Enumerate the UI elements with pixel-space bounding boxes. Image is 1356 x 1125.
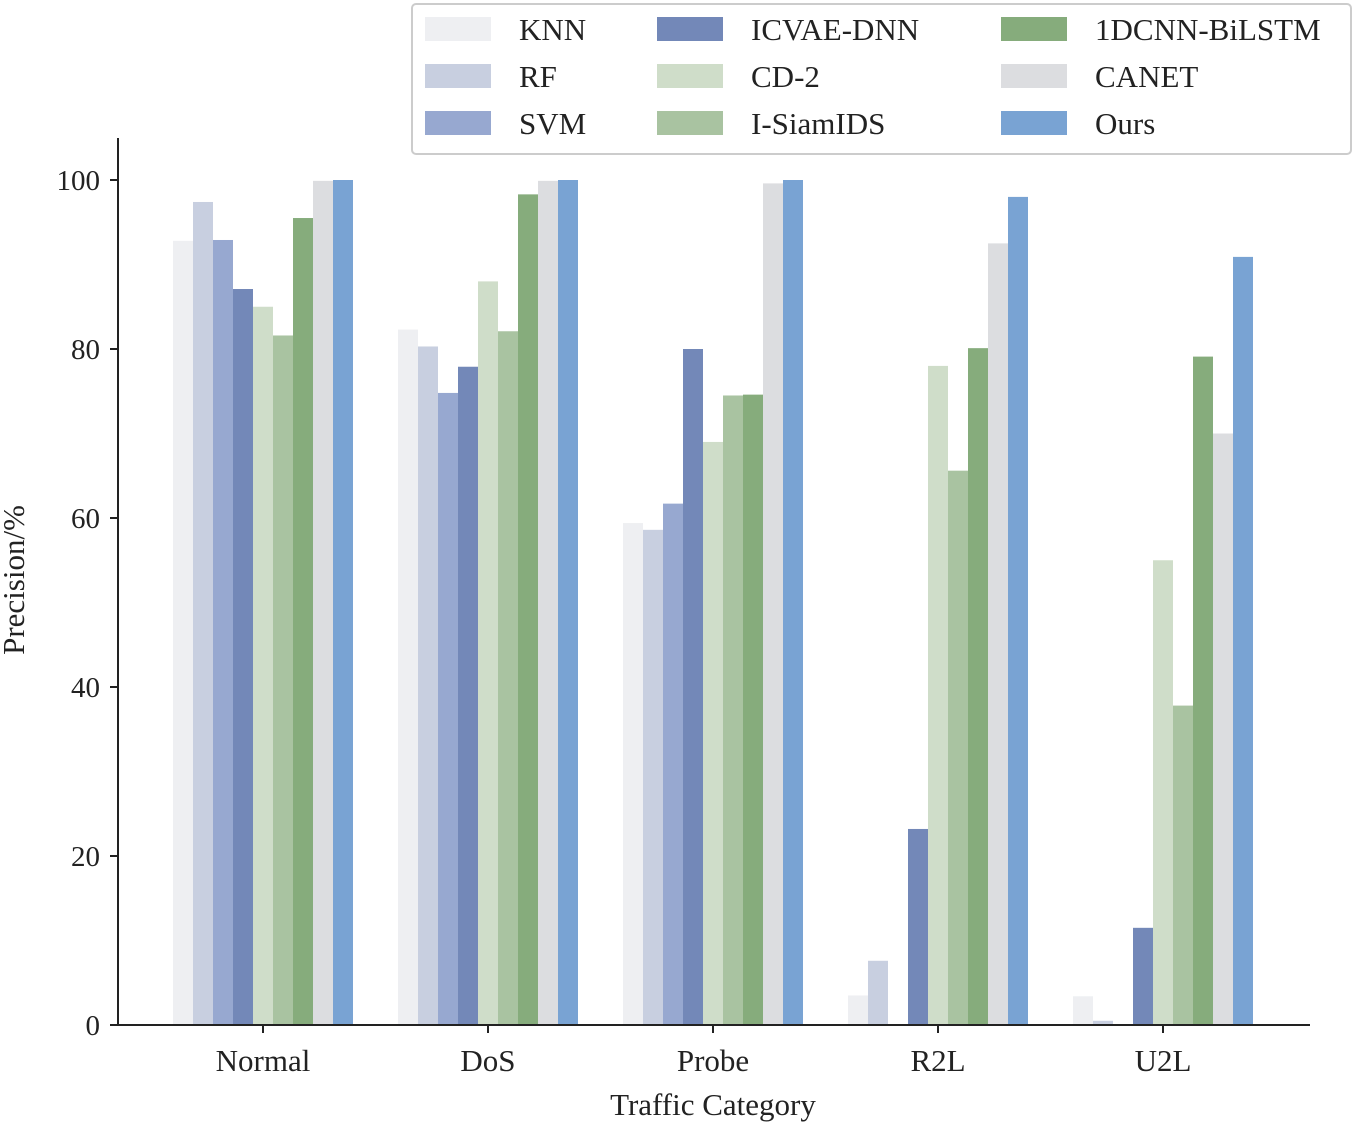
legend-label-svm: SVM: [519, 106, 586, 141]
legend-swatch-rf: [425, 64, 491, 88]
bar-i-siamids-probe: [723, 395, 743, 1026]
legend: KNN RF SVM ICVAE-DNN CD-2 I-SiamIDS 1DCNN-BiLS…: [411, 3, 1352, 155]
bar-1dcnn-bilstm-dos: [518, 194, 538, 1026]
legend-swatch-icvae-dnn: [657, 17, 723, 41]
y-ticks-group: 0 20 40 60 80 100: [57, 165, 118, 1042]
bar-i-siamids-dos: [498, 331, 518, 1025]
legend-frame: [411, 3, 1352, 155]
bar-knn-normal: [173, 240, 193, 1026]
bars-group: [173, 180, 1253, 1026]
bar-icvae-dnn-u2l: [1133, 927, 1153, 1025]
bar-knn-u2l: [1073, 996, 1093, 1025]
bar-icvae-dnn-r2l: [908, 828, 928, 1025]
bar-knn-probe: [623, 523, 643, 1025]
bar-i-siamids-r2l: [948, 470, 968, 1025]
bar-ours-u2l: [1233, 256, 1253, 1025]
bar-ours-normal: [333, 180, 353, 1025]
bar-cd-2-probe: [703, 441, 723, 1025]
bar-ours-probe: [783, 180, 803, 1025]
x-tick-label: Normal: [216, 1043, 311, 1078]
bar-canet-dos: [538, 180, 558, 1026]
bar-canet-probe: [763, 183, 783, 1025]
legend-swatch-1dcnn-bilstm: [1001, 17, 1067, 41]
y-tick-label: 20: [71, 841, 100, 873]
bar-1dcnn-bilstm-u2l: [1193, 356, 1213, 1026]
y-tick-label: 40: [71, 672, 100, 704]
bar-rf-probe: [643, 529, 663, 1025]
bar-i-siamids-normal: [273, 335, 293, 1026]
bar-cd-2-normal: [253, 306, 273, 1025]
bar-canet-u2l: [1213, 433, 1233, 1025]
legend-label-knn: KNN: [519, 12, 586, 47]
y-tick-label: 100: [57, 165, 101, 197]
legend-swatch-ours: [1001, 111, 1067, 135]
bar-cd-2-r2l: [928, 365, 948, 1025]
legend-label-cd-2: CD-2: [751, 59, 820, 94]
bar-cd-2-dos: [478, 281, 498, 1025]
bar-rf-r2l: [868, 960, 888, 1025]
x-ticks-group: Normal DoS Probe R2L U2L: [216, 1025, 1192, 1078]
bar-icvae-dnn-dos: [458, 366, 478, 1025]
legend-label-rf: RF: [519, 59, 557, 94]
bar-rf-dos: [418, 346, 438, 1026]
bar-icvae-dnn-probe: [683, 349, 703, 1025]
y-axis-label: Precision/%: [0, 505, 31, 655]
bar-knn-dos: [398, 329, 418, 1025]
legend-label-ours: Ours: [1095, 106, 1155, 141]
x-tick-label: Probe: [677, 1043, 749, 1078]
bar-svm-probe: [663, 503, 683, 1025]
bar-rf-u2l: [1093, 1020, 1113, 1025]
legend-swatch-i-siamids: [657, 111, 723, 135]
bar-ours-r2l: [1008, 196, 1028, 1025]
bar-knn-r2l: [848, 995, 868, 1025]
legend-label-i-siamids: I-SiamIDS: [751, 106, 885, 141]
bar-1dcnn-bilstm-r2l: [968, 348, 988, 1025]
x-tick-label: R2L: [910, 1043, 965, 1078]
legend-swatch-svm: [425, 111, 491, 135]
bar-canet-normal: [313, 180, 333, 1026]
x-tick-label: U2L: [1135, 1043, 1192, 1078]
legend-label-canet: CANET: [1095, 59, 1198, 94]
x-axis-label: Traffic Category: [610, 1087, 816, 1122]
x-tick-label: DoS: [460, 1043, 515, 1078]
y-tick-label: 80: [71, 334, 100, 366]
legend-label-icvae-dnn: ICVAE-DNN: [751, 12, 919, 47]
bar-canet-r2l: [988, 243, 1008, 1025]
bar-1dcnn-bilstm-normal: [293, 218, 313, 1025]
bar-svm-dos: [438, 392, 458, 1025]
legend-swatch-cd-2: [657, 64, 723, 88]
bar-cd-2-u2l: [1153, 560, 1173, 1025]
y-tick-label: 60: [71, 503, 100, 535]
legend-swatch-knn: [425, 17, 491, 41]
legend-swatch-canet: [1001, 64, 1067, 88]
bar-svm-normal: [213, 239, 233, 1025]
bar-ours-dos: [558, 180, 578, 1025]
bar-rf-normal: [193, 201, 213, 1026]
bar-1dcnn-bilstm-probe: [743, 394, 763, 1025]
legend-label-1dcnn-bilstm: 1DCNN-BiLSTM: [1095, 12, 1321, 47]
bar-i-siamids-u2l: [1173, 705, 1193, 1025]
bar-icvae-dnn-normal: [233, 289, 253, 1025]
y-tick-label: 0: [86, 1010, 101, 1042]
